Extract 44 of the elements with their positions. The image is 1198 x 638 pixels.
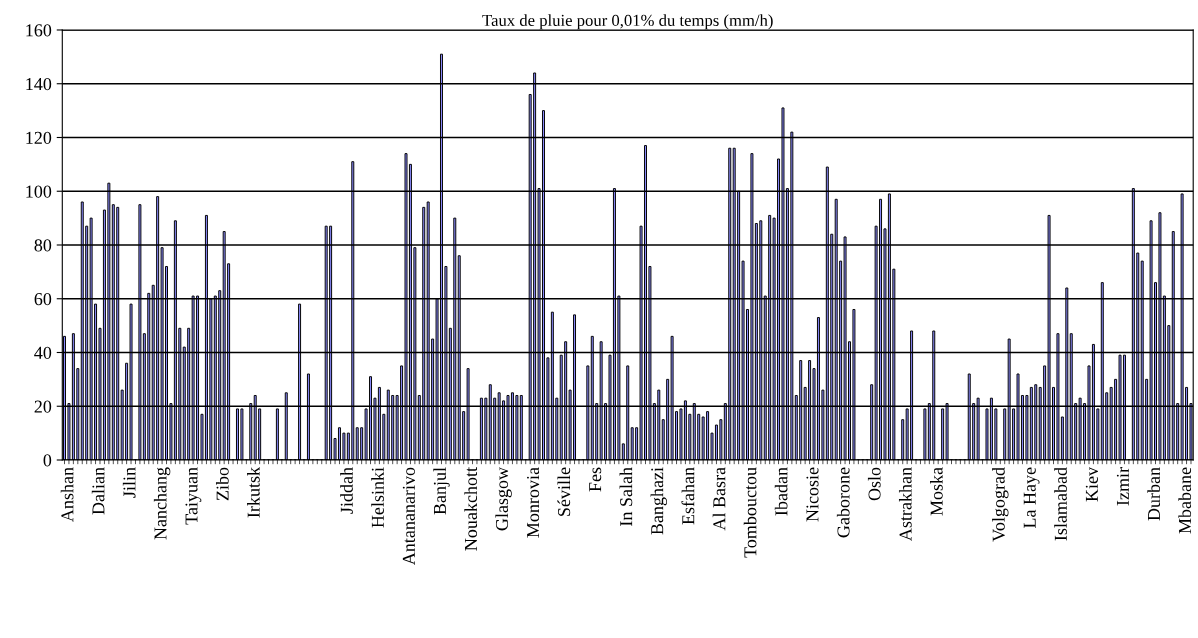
y-tick-label: 20 <box>34 400 52 413</box>
y-tick-label: 100 <box>26 185 52 198</box>
x-tick-label: Mbabane <box>1178 467 1192 534</box>
x-tick-label: Zibo <box>215 467 229 501</box>
x-tick-label: Ibadan <box>774 467 788 516</box>
x-tick-label: Séville <box>557 467 571 516</box>
y-tick-label: 0 <box>43 454 52 467</box>
x-tick-label: Izmir <box>1116 467 1129 506</box>
x-tick-label: Nicosie <box>806 467 819 522</box>
x-tick-label: Nouakchott <box>464 467 478 551</box>
x-tick-label: Jilin <box>122 467 136 498</box>
x-tick-label: Kiev <box>1085 466 1098 502</box>
y-tick-label: 60 <box>34 293 52 306</box>
y-tick-label: 120 <box>26 131 52 144</box>
x-tick-label: Astrakhan <box>898 467 912 541</box>
x-tick-label: Banjul <box>433 467 450 515</box>
x-tick-label: Antananarivo <box>402 467 415 566</box>
x-tick-label: Banghazi <box>650 467 668 535</box>
x-tick-label: In Salah <box>619 467 633 526</box>
y-tick-label: 140 <box>26 77 52 91</box>
x-tick-label: Anshan <box>60 467 74 522</box>
x-tick-label: Durban <box>1147 467 1161 521</box>
x-tick-label: Dalian <box>91 467 105 515</box>
x-tick-label: Helsinki <box>371 467 384 528</box>
x-tick-label: Islamabad <box>1054 467 1067 541</box>
x-tick-label: La Haye <box>1023 467 1040 529</box>
x-tick-label: Nanchang <box>153 467 171 540</box>
y-tick-label: 80 <box>34 239 52 252</box>
chart-title: Taux de pluie pour 0,01% du temps (mm/h) <box>482 14 773 30</box>
x-tick-label: Al Basra <box>712 467 726 531</box>
x-tick-label: Oslo <box>867 467 881 501</box>
y-tick-label: 40 <box>34 346 52 359</box>
x-tick-label: Glasgow <box>495 467 512 531</box>
x-tick-label: Monrovia <box>527 467 540 538</box>
x-tick-label: Gaborone <box>836 467 850 538</box>
y-tick-label: 160 <box>26 24 52 37</box>
x-tick-label: Jiddah <box>340 467 353 514</box>
x-tick-label: Taiyuan <box>185 467 202 525</box>
x-tick-label: Tombouctou <box>743 467 757 558</box>
x-tick-label: Volgograd <box>992 467 1009 542</box>
x-tick-label: Fes <box>589 467 602 492</box>
x-tick-label: Irkutsk <box>247 466 260 518</box>
x-tick-label: Moska <box>930 467 943 516</box>
x-tick-label: Esfahan <box>681 467 695 525</box>
